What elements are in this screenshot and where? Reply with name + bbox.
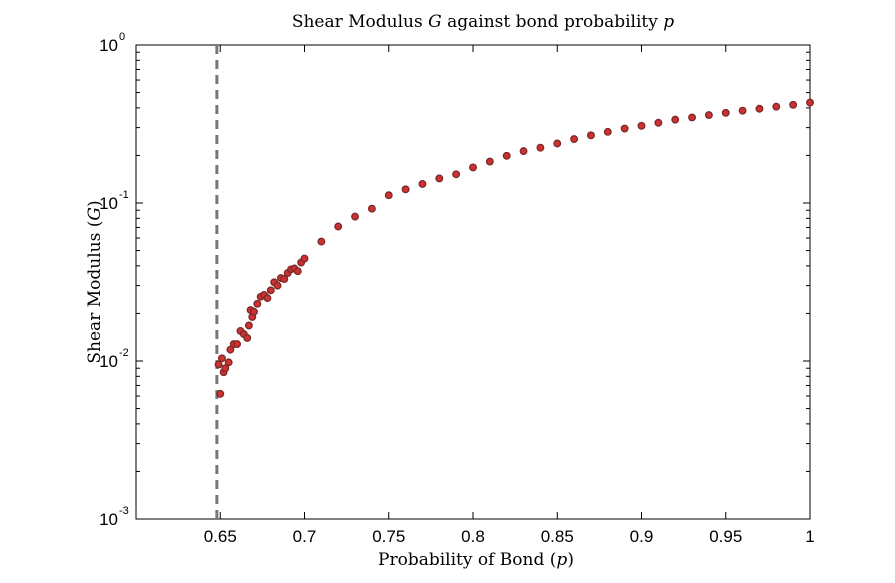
data-point [367, 204, 376, 213]
data-point [469, 163, 477, 172]
y-tick-exponent: 0 [119, 31, 125, 43]
data-point [519, 147, 528, 156]
axis-ticks [136, 44, 811, 520]
y-tick-exponent: -2 [119, 347, 129, 359]
data-point [243, 333, 252, 342]
data-point [401, 185, 410, 194]
y-axis-label: Shear Modulus (G) [85, 200, 105, 363]
data-point [806, 98, 814, 107]
x-axis-label: Probability of Bond (p) [378, 550, 574, 570]
data-points [214, 98, 814, 398]
data-point [435, 174, 444, 183]
y-tick-exponent: -1 [119, 189, 129, 201]
data-point [253, 299, 262, 308]
data-point [317, 237, 326, 246]
data-point [263, 294, 272, 303]
data-point [233, 340, 242, 349]
data-point [502, 151, 511, 160]
data-point [772, 102, 781, 111]
x-tick-label: 0.9 [630, 527, 654, 546]
data-point [351, 212, 359, 221]
data-point [293, 267, 302, 276]
data-point [620, 124, 629, 133]
data-point [280, 275, 289, 284]
data-point [266, 286, 275, 295]
chart-title: Shear Modulus G against bond probability… [292, 12, 674, 32]
y-tick-label: 10 [99, 352, 118, 371]
data-point [273, 281, 282, 290]
data-point [226, 345, 235, 354]
x-tick-labels: 0.65 0.7 0.75 0.8 0.85 0.9 0.95 1 [204, 527, 815, 546]
data-point [789, 100, 798, 109]
data-point [721, 108, 730, 117]
data-point [671, 115, 680, 124]
data-point [738, 106, 747, 115]
data-point [637, 121, 646, 130]
data-point [334, 222, 343, 231]
data-point [553, 139, 562, 148]
data-point [216, 389, 225, 398]
data-point [217, 354, 226, 363]
data-point [536, 143, 545, 152]
data-point [300, 254, 309, 263]
data-point [249, 307, 258, 316]
x-tick-label: 0.65 [204, 527, 237, 546]
data-point [755, 104, 764, 113]
x-tick-label: 0.85 [541, 527, 574, 546]
data-point [384, 191, 393, 200]
data-point [654, 118, 663, 127]
data-point [485, 157, 494, 166]
data-point [418, 179, 427, 188]
y-tick-label: 10 [99, 36, 118, 55]
x-tick-label: 0.75 [372, 527, 405, 546]
y-tick-label: 10 [99, 194, 118, 213]
x-tick-label: 0.7 [293, 527, 317, 546]
data-point [587, 131, 595, 140]
data-point [221, 364, 230, 373]
y-tick-label: 10 [99, 510, 118, 529]
data-point [452, 170, 461, 179]
x-tick-label: 1 [805, 527, 814, 546]
x-tick-label: 0.95 [709, 527, 742, 546]
y-tick-exponent: -3 [119, 505, 129, 517]
data-point [570, 135, 579, 143]
data-point [244, 321, 253, 330]
data-point [704, 111, 713, 120]
data-point [688, 113, 696, 122]
data-point [224, 358, 233, 367]
data-point [214, 360, 223, 369]
data-point [603, 127, 612, 136]
x-tick-label: 0.8 [461, 527, 485, 546]
